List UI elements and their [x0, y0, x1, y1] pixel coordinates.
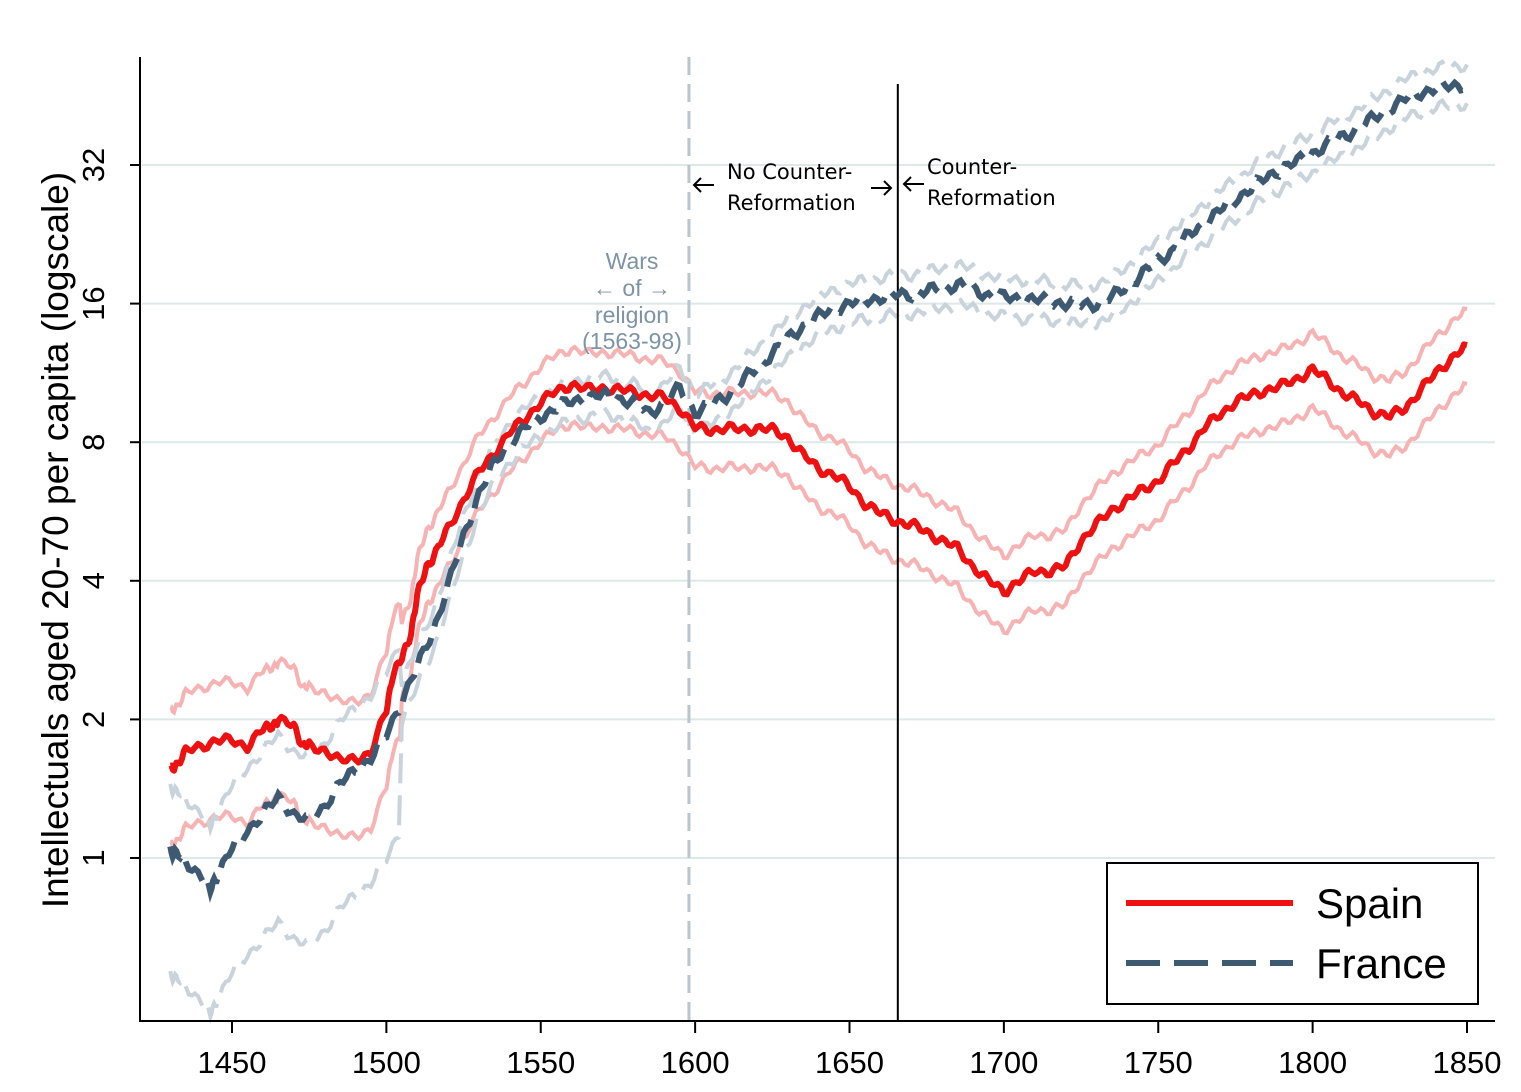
event-lines [687, 57, 899, 1021]
x-tick-label: 1450 [198, 1045, 267, 1080]
y-tick-label: 1 [76, 849, 111, 866]
wars-label-line-4: (1563-98) [582, 328, 682, 354]
x-tick-label: 1650 [815, 1045, 884, 1080]
counter-reformation-label-line-1: Counter- [927, 155, 1017, 179]
axes [139, 57, 1495, 1022]
x-tick-label: 1550 [506, 1045, 575, 1080]
y-tick-label: 2 [76, 711, 111, 728]
spain-ci-upper [169, 306, 1468, 716]
x-tick-label: 1800 [1278, 1045, 1347, 1080]
annotations: Wars ← of → religion (1563-98) No Counte… [582, 155, 1055, 354]
y-tick-label: 4 [76, 572, 111, 589]
confidence-bands [168, 59, 1469, 1025]
arrow-left-icon [692, 177, 714, 193]
arrow-left-icon [902, 176, 924, 192]
y-ticks: 1 2 4 8 16 32 [76, 148, 140, 867]
legend-box [1106, 862, 1479, 1005]
spain-ci-lower [169, 380, 1468, 851]
x-ticks: 1450 1500 1550 1600 1650 1700 1750 1800 1850 [198, 1021, 1502, 1080]
gridlines [142, 164, 1495, 859]
wars-label-line-3: religion [595, 302, 669, 328]
series-line-france [167, 77, 1470, 903]
france-ci-lower [168, 97, 1469, 1025]
no-counter-reformation-label-line-1: No Counter- [727, 160, 852, 184]
x-tick-label: 1850 [1433, 1045, 1502, 1080]
x-tick-label: 1700 [969, 1045, 1038, 1080]
x-tick-label: 1500 [352, 1045, 421, 1080]
series-line-spain [168, 341, 1468, 774]
arrow-right-icon [871, 180, 893, 196]
legend-label-spain: Spain [1316, 880, 1423, 927]
legend: Spain France [1106, 862, 1479, 1005]
series-lines [167, 77, 1470, 903]
france-ci-upper [168, 59, 1469, 837]
x-tick-label: 1750 [1124, 1045, 1193, 1080]
counter-reformation-label-line-2: Reformation [927, 186, 1056, 210]
wars-label-line-2: ← of → [593, 275, 671, 301]
y-tick-label: 16 [76, 286, 111, 320]
y-tick-label: 32 [76, 148, 111, 182]
y-tick-label: 8 [76, 434, 111, 451]
wars-label-line-1: Wars [606, 248, 659, 274]
legend-label-france: France [1316, 940, 1447, 987]
x-tick-label: 1600 [661, 1045, 730, 1080]
y-axis-label: Intellectuals aged 20-70 per capita (log… [35, 172, 76, 908]
no-counter-reformation-label-line-2: Reformation [727, 191, 856, 215]
